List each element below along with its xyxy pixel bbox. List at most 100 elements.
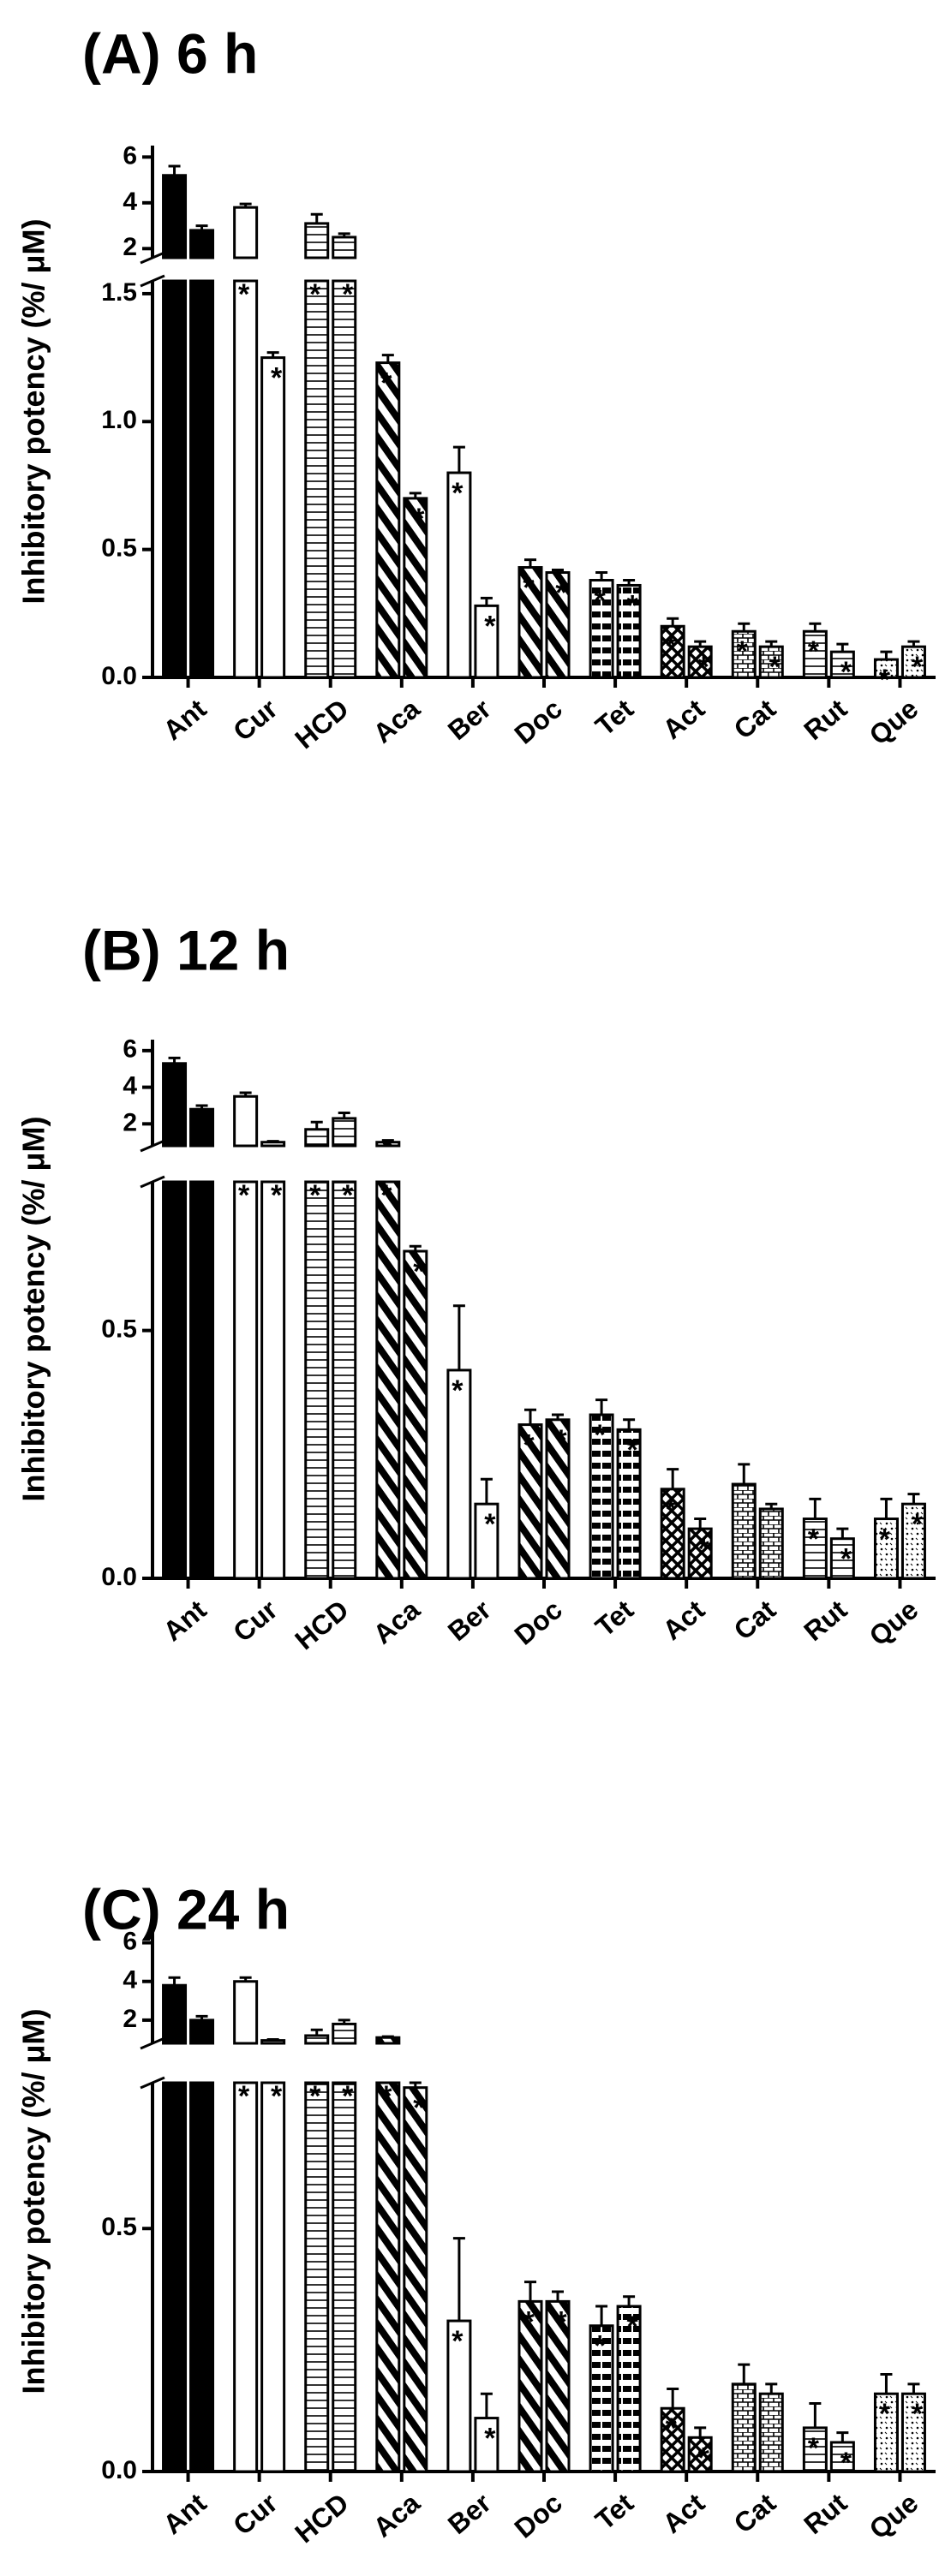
bar	[162, 174, 188, 259]
axis-break	[140, 2036, 165, 2090]
error-bar	[907, 1493, 920, 1505]
bar	[162, 279, 188, 679]
error-bar	[480, 2392, 493, 2418]
significance-mark: *	[840, 656, 852, 689]
significance-mark: *	[737, 635, 749, 668]
y-tick-label: 4	[123, 1072, 137, 1100]
y-tick-label: 0.0	[101, 2456, 137, 2484]
significance-mark: *	[413, 503, 425, 535]
bar	[332, 1180, 357, 1580]
error-bar	[907, 640, 920, 647]
error-bar	[694, 640, 707, 647]
bar	[233, 1980, 259, 2045]
significance-mark: *	[167, 278, 179, 311]
bar	[189, 279, 215, 679]
x-tick-label: Aca	[368, 2487, 426, 2543]
error-bar	[880, 650, 893, 660]
error-bar	[338, 232, 350, 237]
bar	[304, 1128, 330, 1148]
significance-mark: *	[452, 477, 464, 510]
error-bar	[880, 2373, 893, 2394]
significance-mark: *	[769, 651, 781, 683]
x-tick-label: HCD	[289, 2487, 354, 2549]
significance-mark: *	[912, 651, 924, 683]
error-bar	[480, 1477, 493, 1505]
bar	[260, 2081, 286, 2473]
x-tick-label: Ber	[442, 693, 497, 746]
bar	[446, 1368, 472, 1580]
error-bar	[310, 2028, 323, 2036]
axis-break	[140, 251, 165, 288]
x-tick-label: Cur	[227, 1594, 283, 1648]
significance-mark: *	[342, 1179, 354, 1212]
bar	[474, 1502, 499, 1580]
bar	[332, 279, 357, 679]
error-bar	[667, 1468, 679, 1489]
error-bar	[168, 1976, 181, 1986]
error-bar	[524, 1408, 536, 1425]
significance-mark: *	[594, 584, 606, 617]
error-bar	[381, 2035, 394, 2038]
error-bar	[623, 1418, 636, 1430]
error-bar	[694, 1518, 707, 1530]
x-tick-label: Ant	[157, 693, 212, 746]
bar	[375, 1141, 401, 1148]
significance-mark: *	[484, 610, 496, 642]
significance-mark: *	[523, 2305, 535, 2338]
bar	[687, 1527, 713, 1580]
bar	[189, 229, 215, 259]
bar	[616, 583, 642, 679]
significance-mark: *	[594, 1419, 606, 1452]
error-bar	[595, 2305, 608, 2326]
significance-mark: *	[380, 367, 392, 400]
y-tick-label: 0.0	[101, 662, 137, 690]
y-tick-label: 0.5	[101, 1315, 137, 1344]
bar	[162, 2081, 188, 2473]
error-bar	[195, 1104, 208, 1110]
error-bar	[738, 2363, 751, 2384]
significance-mark: *	[912, 2398, 924, 2430]
significance-mark: *	[380, 2080, 392, 2113]
error-bar	[452, 1304, 465, 1370]
bar	[189, 2018, 215, 2045]
x-tick-label: Rut	[798, 1594, 852, 1647]
bar	[758, 2392, 784, 2473]
significance-mark: *	[626, 1434, 638, 1466]
bar	[403, 1249, 428, 1580]
y-tick-label: 6	[123, 141, 137, 170]
error-bar	[765, 1502, 778, 1509]
x-tick-label: Ber	[442, 2487, 497, 2540]
bar	[375, 1180, 401, 1580]
bar	[233, 206, 259, 259]
error-bar	[239, 1976, 252, 1982]
error-bar	[239, 202, 252, 208]
error-bar	[765, 2382, 778, 2394]
bar	[545, 2299, 571, 2473]
bar	[260, 1180, 286, 1580]
error-bar	[809, 622, 822, 632]
y-tick-label: 2	[123, 1108, 137, 1136]
bar	[189, 1180, 215, 1580]
x-tick-label: Ant	[157, 1594, 212, 1647]
error-bar	[667, 617, 679, 627]
bar	[758, 1507, 784, 1580]
y-tick-label: 0.5	[101, 534, 137, 563]
bar	[332, 1117, 357, 1148]
error-bar	[667, 2388, 679, 2409]
x-tick-label: Tet	[589, 1594, 639, 1643]
significance-mark: *	[523, 1429, 535, 1462]
x-tick-label: Doc	[508, 1594, 567, 1650]
bar	[616, 1428, 642, 1580]
x-tick-label: Cat	[728, 693, 782, 745]
significance-mark: *	[555, 1424, 567, 1457]
x-tick-label: Que	[864, 1594, 924, 1652]
significance-mark: *	[452, 2325, 464, 2358]
significance-mark: *	[808, 635, 820, 668]
significance-mark: *	[698, 651, 710, 683]
error-bar	[338, 1112, 350, 1118]
x-tick-label: Cur	[227, 2487, 283, 2541]
significance-mark: *	[271, 362, 283, 395]
significance-mark: *	[666, 1494, 678, 1526]
